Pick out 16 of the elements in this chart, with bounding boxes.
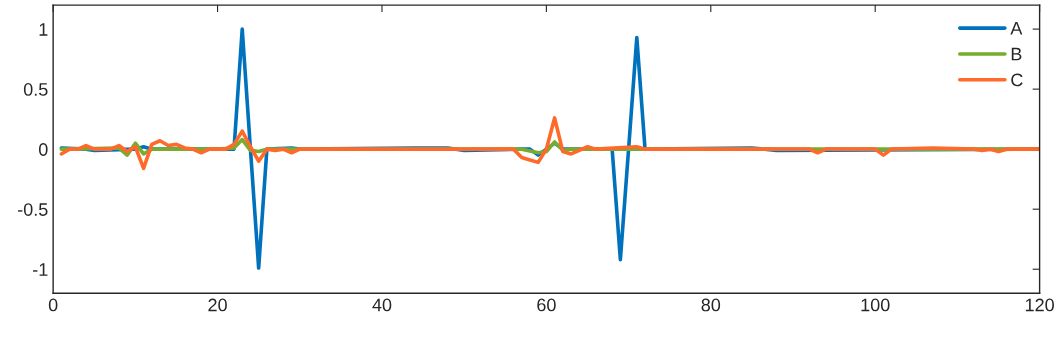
x-tick-label: 100 — [861, 298, 890, 312]
x-tick-label: 40 — [372, 298, 392, 312]
line-series — [59, 116, 1040, 171]
x-tick-label: 120 — [1025, 298, 1054, 312]
y-tick-label: -1 — [33, 263, 48, 276]
y-tick-label: 0.5 — [23, 83, 48, 96]
legend-label: B — [1011, 47, 1022, 61]
x-tick-label: 80 — [701, 298, 721, 312]
x-tick-label: 0 — [48, 298, 58, 312]
x-tick-label: 60 — [537, 298, 556, 312]
legend-label: C — [1011, 73, 1023, 87]
y-tick-label: 1 — [39, 23, 48, 36]
y-tick-label: 0 — [38, 143, 48, 156]
x-tick-label: 20 — [208, 298, 227, 312]
legend-label: A — [1010, 22, 1023, 35]
y-tick-label: -0.5 — [17, 203, 48, 216]
